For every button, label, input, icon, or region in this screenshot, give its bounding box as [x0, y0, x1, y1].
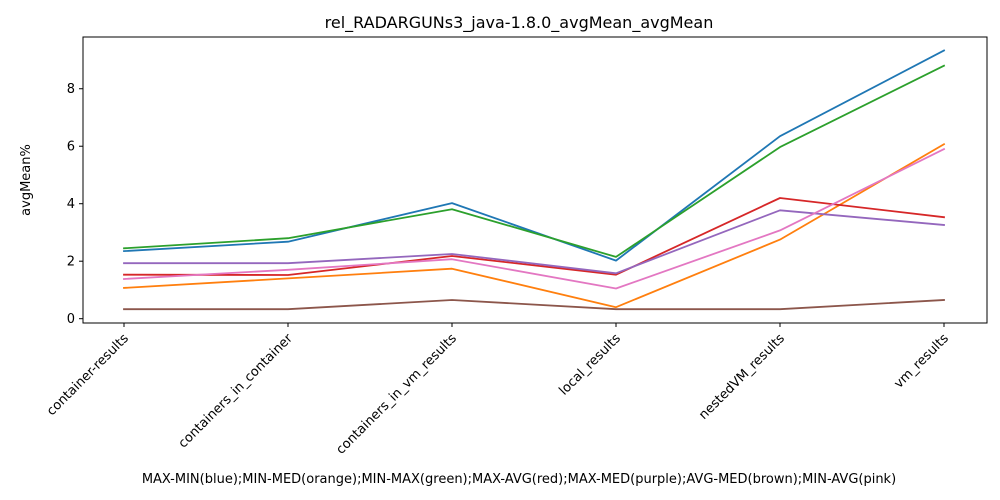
series-layer [123, 49, 946, 311]
x-axis-label: MAX-MIN(blue);MIN-MED(orange);MIN-MAX(gr… [142, 472, 896, 487]
series-line-1 [123, 49, 946, 262]
chart-title: rel_RADARGUNs3_java-1.8.0_avgMean_avgMea… [325, 13, 714, 33]
series-line-2 [123, 142, 946, 309]
series-line-6 [123, 299, 945, 311]
series-line-7 [123, 147, 946, 290]
plot-area-frame [82, 36, 988, 324]
series-line-3 [123, 64, 946, 258]
y-axis-label: avgMean% [19, 144, 34, 216]
y-tick-label: 4 [67, 197, 75, 212]
series-line-5 [123, 209, 945, 275]
series-line-4 [123, 197, 945, 276]
y-tick-label: 6 [67, 140, 75, 155]
y-axis: 0 2 4 6 8 [67, 82, 83, 327]
y-tick-label: 0 [67, 312, 75, 327]
y-tick-label: 8 [67, 82, 75, 97]
y-tick-label: 2 [67, 255, 75, 270]
